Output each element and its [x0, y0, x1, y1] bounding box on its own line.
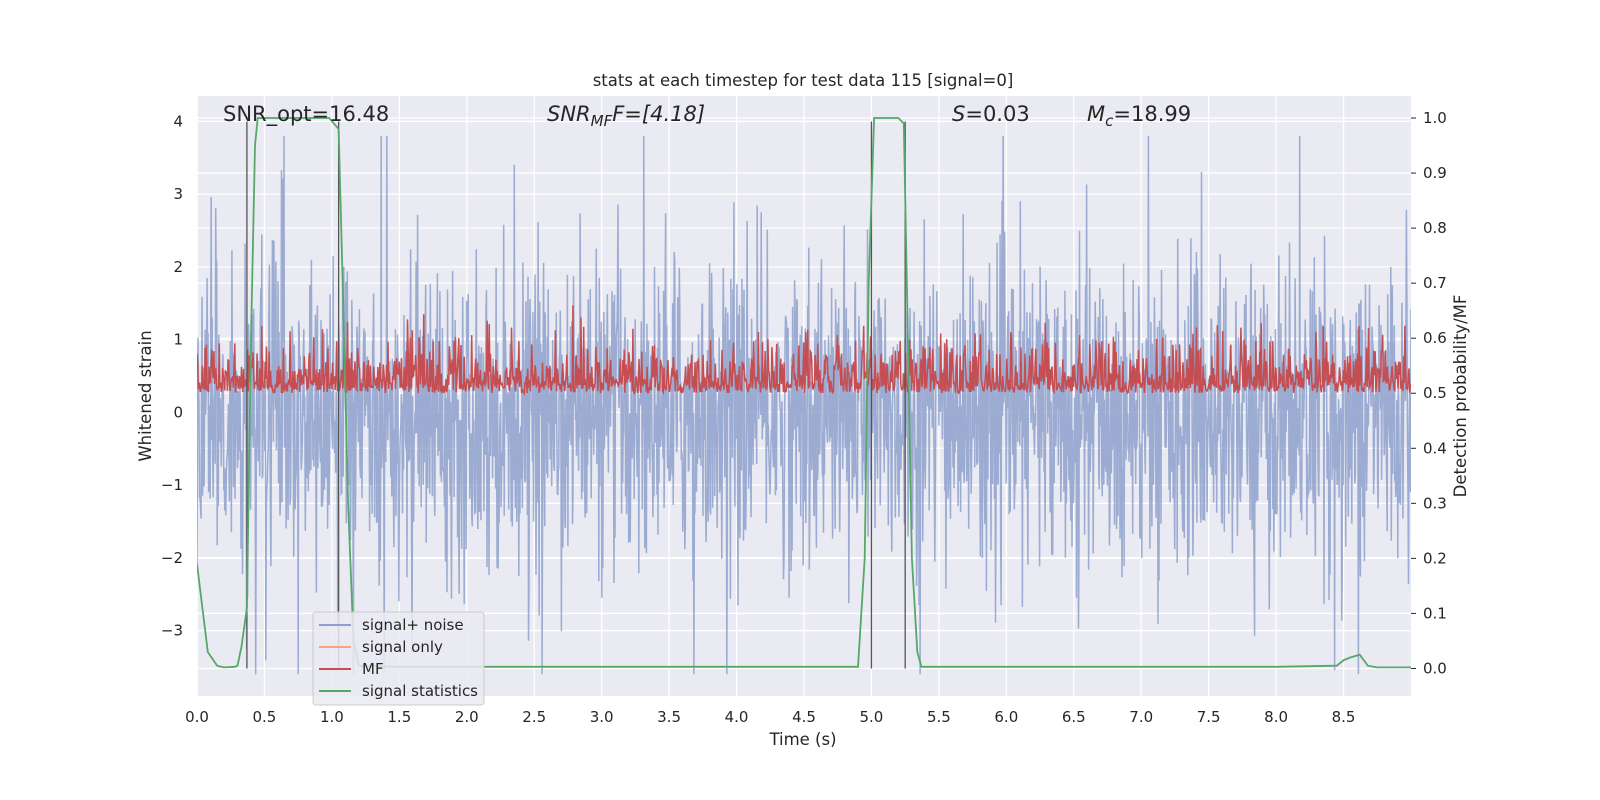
x-tick-label-7: 3.5 — [657, 708, 681, 726]
x-tick-label-6: 3.0 — [590, 708, 614, 726]
x-tick-label-3: 1.5 — [387, 708, 411, 726]
x-tick-label-9: 4.5 — [792, 708, 816, 726]
chart-title: stats at each timestep for test data 115… — [593, 71, 1014, 90]
x-tick-label-16: 8.0 — [1264, 708, 1288, 726]
x-tick-label-8: 4.0 — [725, 708, 749, 726]
y-right-tick-label-5: 0.5 — [1423, 384, 1447, 402]
y-tick-label-6: 3 — [173, 185, 183, 203]
series-signal-statistics-line — [197, 117, 1411, 669]
legend-box — [312, 611, 485, 706]
x-tick-label-4: 2.0 — [455, 708, 479, 726]
x-tick-label-11: 5.5 — [927, 708, 951, 726]
annotation-mc-value: =18.99 — [1113, 102, 1191, 126]
annotation-s-var: S — [952, 102, 965, 126]
annotation-mc-subscript: c — [1105, 112, 1114, 130]
y-right-tick-label-10: 1.0 — [1423, 109, 1447, 127]
plot-layer — [197, 117, 1411, 675]
x-tick-label-0: 0.0 — [185, 708, 209, 726]
y-right-tick-label-9: 0.9 — [1423, 164, 1447, 182]
x-tick-label-14: 7.0 — [1129, 708, 1153, 726]
y-tick-label-1: −2 — [161, 549, 183, 567]
x-tick-label-17: 8.5 — [1332, 708, 1356, 726]
y-tick-label-7: 4 — [173, 112, 183, 130]
annotation-s: S=0.03 — [952, 102, 1030, 126]
y-tick-label-2: −1 — [161, 476, 183, 494]
y-right-tick-label-4: 0.4 — [1423, 439, 1447, 457]
annotation-snr-mf: SNRMFF=[4.18] — [547, 102, 705, 130]
annotation-snr-mf-base: SNR — [547, 102, 591, 126]
legend-label-signal-noise: signal+ noise — [362, 616, 464, 634]
x-tick-label-2: 1.0 — [320, 708, 344, 726]
x-tick-label-1: 0.5 — [253, 708, 277, 726]
y-right-tick-label-6: 0.6 — [1423, 329, 1447, 347]
y-tick-label-3: 0 — [173, 403, 183, 421]
x-tick-label-12: 6.0 — [994, 708, 1018, 726]
x-tick-label-13: 6.5 — [1062, 708, 1086, 726]
x-tick-label-5: 2.5 — [522, 708, 546, 726]
legend-label-signal-statistics: signal statistics — [362, 682, 478, 700]
annotation-mc: Mc=18.99 — [1087, 102, 1191, 130]
annotation-snr-mf-rest: F=[4.18] — [612, 102, 705, 126]
y-right-axis-label: Detection probability/MF — [1451, 295, 1470, 498]
legend-label-signal-only: signal only — [362, 638, 443, 656]
y-right-axis-ticks: 0.0 0.1 0.2 0.3 0.4 0.5 0.6 0.7 0.8 0.9 1.0 — [1411, 109, 1447, 677]
x-axis-ticks: 0.0 0.5 1.0 1.5 2.0 2.5 3.0 3.5 4.0 4.5 5.0 5.5 6.0 6… — [185, 708, 1355, 726]
y-axis-label: Whitened strain — [136, 330, 155, 461]
annotation-mc-var: M — [1087, 102, 1105, 126]
y-right-tick-label-3: 0.3 — [1423, 494, 1447, 512]
series-mf-line — [197, 305, 1411, 396]
y-right-tick-label-7: 0.7 — [1423, 274, 1447, 292]
x-axis-label: Time (s) — [768, 730, 836, 749]
y-right-tick-label-0: 0.0 — [1423, 659, 1447, 677]
y-axis-ticks: −3 −2 −1 0 1 2 3 4 — [161, 112, 183, 639]
x-tick-label-10: 5.0 — [860, 708, 884, 726]
y-tick-label-4: 1 — [173, 331, 183, 349]
legend-label-mf: MF — [362, 660, 384, 678]
x-tick-label-15: 7.5 — [1197, 708, 1221, 726]
y-right-tick-label-1: 0.1 — [1423, 604, 1447, 622]
y-right-tick-label-8: 0.8 — [1423, 219, 1447, 237]
annotation-snr-opt: SNR_opt=16.48 — [223, 102, 389, 127]
legend: signal+ noise signal only MF signal stat… — [312, 611, 485, 706]
annotation-snr-mf-subscript: MF — [591, 112, 613, 130]
y-tick-label-0: −3 — [161, 622, 183, 640]
annotation-s-value: =0.03 — [965, 102, 1029, 126]
y-right-tick-label-2: 0.2 — [1423, 549, 1447, 567]
y-tick-label-5: 2 — [173, 258, 183, 276]
